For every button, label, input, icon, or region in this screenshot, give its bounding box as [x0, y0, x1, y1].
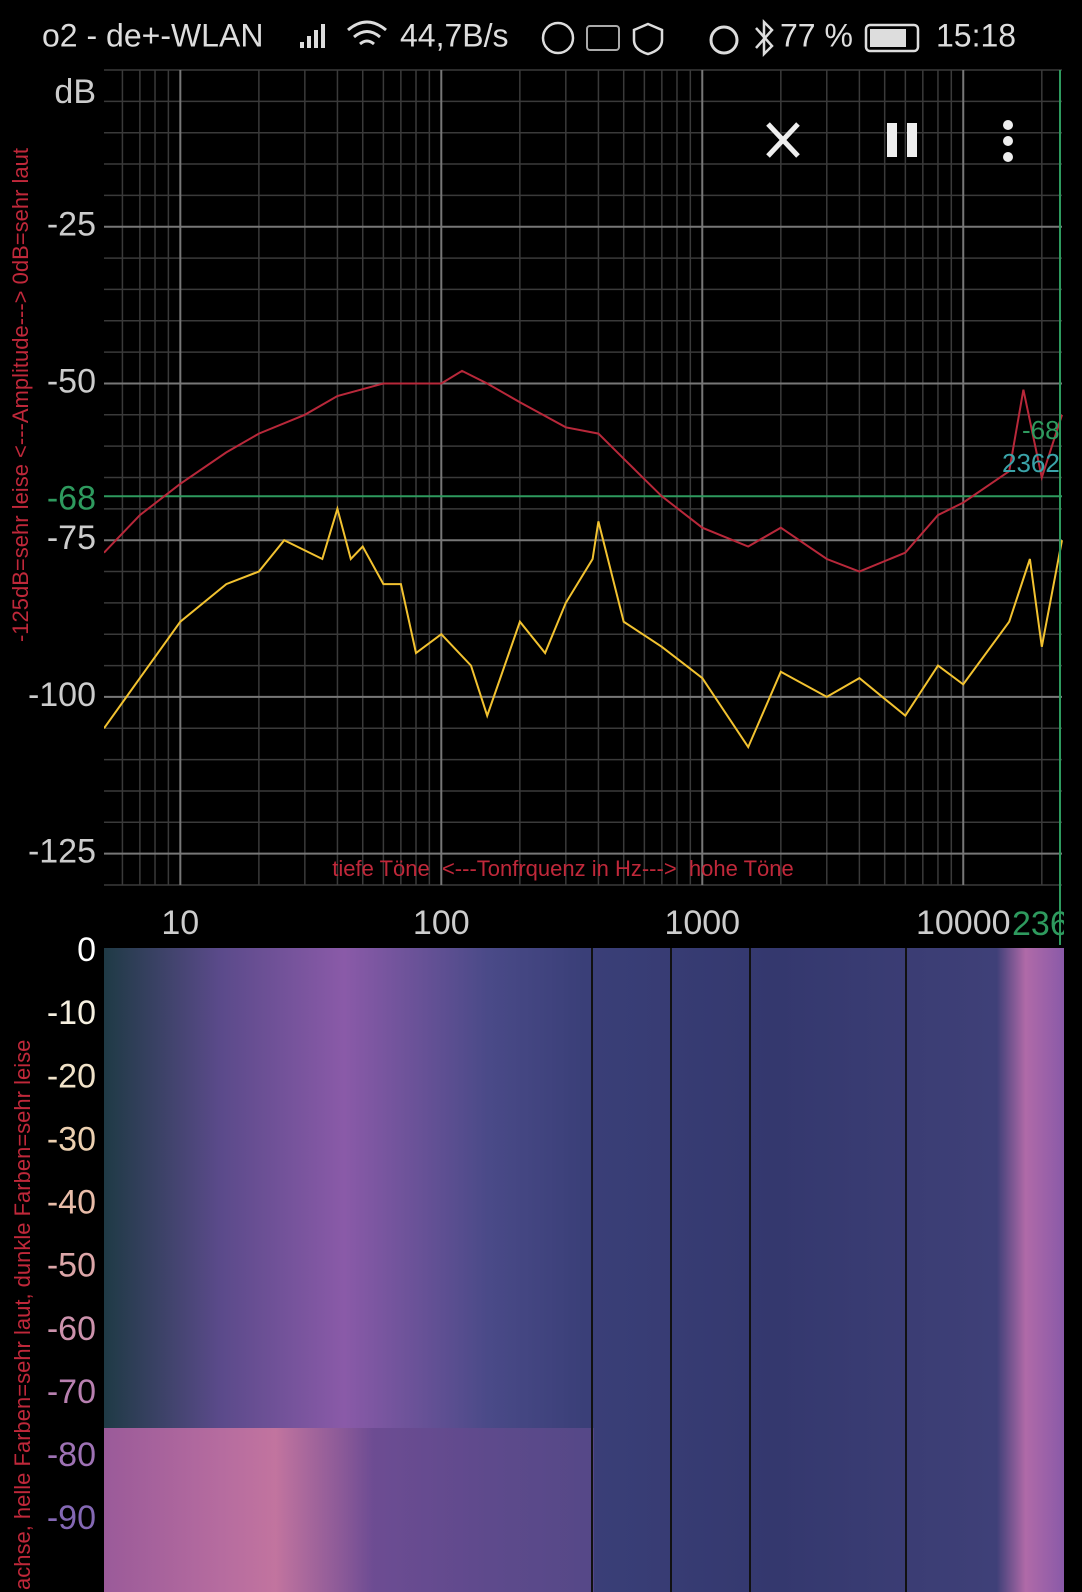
y-unit: dB [54, 73, 96, 111]
y-tick-label: -70 [47, 1373, 96, 1411]
y-tick-label: -60 [47, 1310, 96, 1348]
y-axis-title: -125dB=sehr leise <---Amplitude---> 0dB=… [8, 148, 33, 642]
signal-icon [300, 24, 325, 48]
x-tick-label: 10000 [916, 904, 1011, 942]
y-tick-label: -20 [47, 1057, 96, 1095]
y-tick-label: -25 [47, 206, 96, 244]
cursor-freq-readout: 2362 [1002, 448, 1060, 478]
y-tick-label: 0 [77, 931, 96, 969]
y-tick-label: -10 [47, 994, 96, 1032]
wifi-icon [347, 20, 387, 46]
pause-button[interactable] [887, 123, 917, 157]
battery-saver-icon [586, 25, 620, 51]
y-tick-label: -30 [47, 1120, 96, 1158]
spectrum-line [104, 369, 1063, 573]
close-button[interactable] [766, 122, 800, 158]
carrier: o2 - de+-WLAN [42, 17, 263, 53]
spectrum-chart: -25 -50 -75 -100 -125 10 100 1000 10000 dB -125dB=… [8, 69, 1069, 945]
net-speed: 44,7B/s [400, 17, 509, 53]
cursor-axis-label: 236 [1012, 905, 1069, 943]
x-tick-label: 1000 [664, 904, 740, 942]
y-tick-label: -40 [47, 1184, 96, 1222]
battery-level [870, 29, 906, 47]
y-tick-label: -90 [47, 1499, 96, 1537]
x-tick-label: 10 [161, 904, 199, 942]
x-tick-label: 100 [413, 904, 470, 942]
shield-icon [632, 22, 664, 56]
menu-button[interactable] [1003, 120, 1013, 162]
plot-area [104, 369, 1063, 750]
spectrogram-loud-band [104, 1428, 594, 1592]
y-tick-label: -100 [28, 676, 96, 714]
y-tick-label: -125 [28, 833, 96, 871]
y-axis-title: achse, helle Farben=sehr laut, dunkle Fa… [10, 1040, 35, 1590]
y-tick-label: -50 [47, 1247, 96, 1285]
cursor-level-label: -68 [47, 479, 96, 517]
battery-icon [864, 23, 920, 53]
y-tick-label: -50 [47, 362, 96, 400]
spectrum-line [104, 505, 1063, 750]
y-tick-label: -75 [47, 519, 96, 557]
cursor-level-readout: -68 [1022, 415, 1060, 445]
spectrogram-chart: 0 -10 -20 -30 -40 -50 -60 -70 -80 -90 achse, helle… [10, 931, 1064, 1592]
x-axis-title: tiefe Töne <---Tonfrquenz in Hz---> hohe… [332, 856, 793, 881]
badge-icon [541, 21, 575, 55]
y-tick-label: -80 [47, 1436, 96, 1474]
alarm-icon [709, 25, 739, 55]
bluetooth-icon [755, 18, 774, 58]
battery-percent: 77 % [780, 17, 853, 53]
clock: 15:18 [936, 17, 1016, 53]
